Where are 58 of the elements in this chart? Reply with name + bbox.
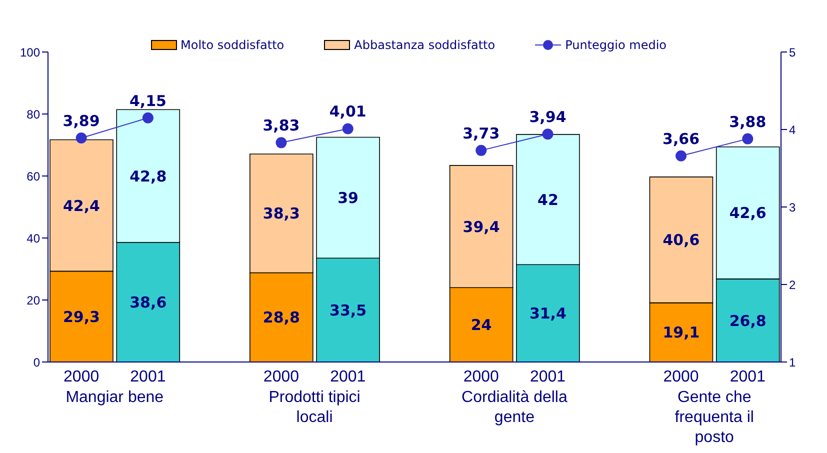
y-tick-label: 40 <box>26 231 40 246</box>
data-label: 40,6 <box>662 231 700 250</box>
data-label: 3,89 <box>62 112 100 130</box>
data-label: 38,6 <box>130 293 167 312</box>
legend-label: Abbastanza soddisfatto <box>353 38 496 52</box>
x-tick-label: 2001 <box>330 368 366 386</box>
data-label: 42 <box>538 190 558 209</box>
data-label: 4,01 <box>329 102 366 121</box>
text: Cordialità della gente <box>460 388 568 428</box>
point <box>142 112 154 124</box>
x-tick-label: 2000 <box>263 368 300 386</box>
x-tick-label: 2001 <box>730 368 766 386</box>
data-label: 42,8 <box>130 167 167 186</box>
y2-tick-label: 2 <box>789 278 796 292</box>
x-tick-label: 2000 <box>663 368 699 386</box>
data-label: 24 <box>470 316 492 334</box>
data-label: 3,73 <box>462 124 500 142</box>
point <box>342 123 354 134</box>
point <box>76 132 87 144</box>
data-label: 31,4 <box>529 304 566 323</box>
legend-label: Punteggio medio <box>564 38 666 52</box>
y-tick-label: 0 <box>33 355 40 370</box>
point <box>542 128 554 140</box>
data-label: 29,3 <box>62 308 100 326</box>
x-tick-label: 2000 <box>64 368 100 386</box>
y-tick-label: 80 <box>26 107 40 122</box>
data-label: 38,3 <box>262 204 300 223</box>
legend-label: Molto soddisfatto <box>180 38 284 52</box>
y2-tick-label: 5 <box>789 45 796 60</box>
y2-tick-label: 1 <box>789 355 796 370</box>
text: Mangiar bene <box>64 388 165 408</box>
data-label: 39 <box>338 189 358 208</box>
point <box>742 133 754 144</box>
data-label: 19,1 <box>662 324 700 342</box>
y2-tick-label: 3 <box>789 200 796 214</box>
x-tick-label: 2001 <box>130 368 166 386</box>
data-label: 28,8 <box>262 308 300 327</box>
data-label: 3,88 <box>729 112 766 131</box>
x-tick-label: 2001 <box>530 368 566 386</box>
data-label: 39,4 <box>462 218 500 236</box>
point <box>676 150 687 162</box>
data-label: 3,66 <box>662 130 700 148</box>
y-tick-label: 60 <box>26 169 40 184</box>
data-label: 3,83 <box>262 116 300 135</box>
data-label: 42,6 <box>729 204 766 222</box>
y2-tick-label: 4 <box>789 122 796 137</box>
point <box>476 144 487 156</box>
text: Prodotti tipici locali <box>268 388 362 428</box>
x-tick-label: 2000 <box>463 368 500 386</box>
data-label: 4,15 <box>129 92 166 110</box>
text: Gente che frequenta il posto <box>674 388 755 448</box>
data-label: 33,5 <box>330 301 367 320</box>
point <box>276 137 287 148</box>
data-label: 26,8 <box>729 312 766 330</box>
data-label: 42,4 <box>62 196 100 215</box>
y-tick-label: 100 <box>20 45 40 60</box>
y-tick-label: 20 <box>26 293 40 308</box>
data-label: 3,94 <box>529 108 566 126</box>
